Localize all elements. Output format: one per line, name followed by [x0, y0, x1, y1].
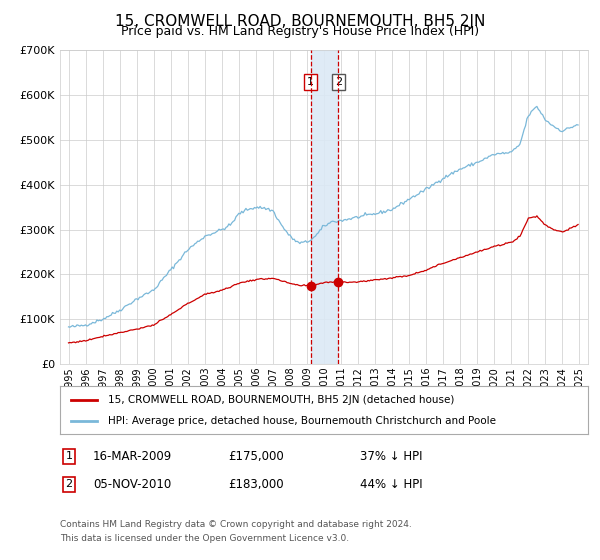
Text: HPI: Average price, detached house, Bournemouth Christchurch and Poole: HPI: Average price, detached house, Bour…: [107, 416, 496, 426]
Text: 1: 1: [65, 451, 73, 461]
Text: This data is licensed under the Open Government Licence v3.0.: This data is licensed under the Open Gov…: [60, 534, 349, 543]
Text: 15, CROMWELL ROAD, BOURNEMOUTH, BH5 2JN (detached house): 15, CROMWELL ROAD, BOURNEMOUTH, BH5 2JN …: [107, 395, 454, 405]
Text: 37% ↓ HPI: 37% ↓ HPI: [360, 450, 422, 463]
Text: £175,000: £175,000: [228, 450, 284, 463]
Text: 44% ↓ HPI: 44% ↓ HPI: [360, 478, 422, 491]
Text: 1: 1: [307, 77, 314, 87]
Text: 05-NOV-2010: 05-NOV-2010: [93, 478, 171, 491]
Text: Price paid vs. HM Land Registry's House Price Index (HPI): Price paid vs. HM Land Registry's House …: [121, 25, 479, 38]
Text: Contains HM Land Registry data © Crown copyright and database right 2024.: Contains HM Land Registry data © Crown c…: [60, 520, 412, 529]
Bar: [311, 50, 338, 364]
Text: 16-MAR-2009: 16-MAR-2009: [93, 450, 172, 463]
Text: £183,000: £183,000: [228, 478, 284, 491]
Text: 2: 2: [65, 479, 73, 489]
Text: 15, CROMWELL ROAD, BOURNEMOUTH, BH5 2JN: 15, CROMWELL ROAD, BOURNEMOUTH, BH5 2JN: [115, 14, 485, 29]
Text: 2: 2: [335, 77, 342, 87]
